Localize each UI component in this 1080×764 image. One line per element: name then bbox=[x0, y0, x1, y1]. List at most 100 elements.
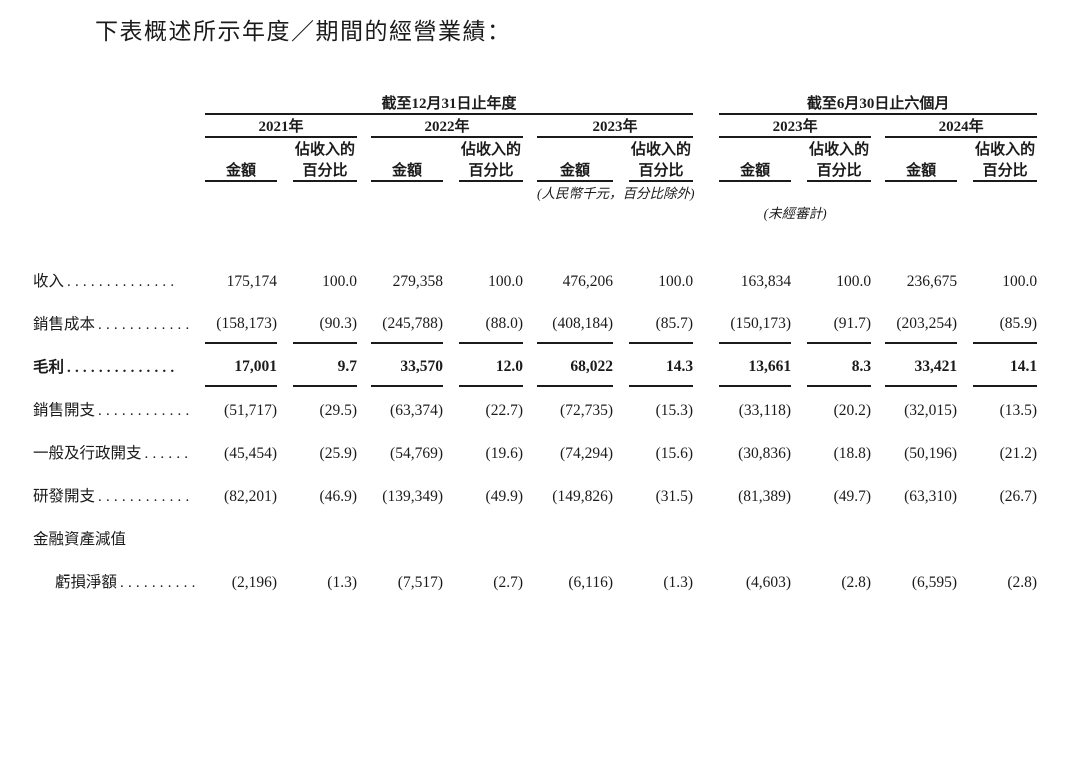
subheader-row-amount-pct: 金額 百分比 金額 百分比 金額 百分比 金額 百分比 金額 百分比 bbox=[33, 159, 1038, 182]
column-gap bbox=[613, 343, 629, 386]
cell-amount: 476,206 bbox=[562, 273, 613, 290]
cell-percent: (2.8) bbox=[1007, 574, 1038, 591]
percentage-label: 百分比 bbox=[629, 159, 694, 182]
cell-amount: (149,826) bbox=[552, 488, 613, 505]
amount-label: 金額 bbox=[205, 159, 277, 182]
cell-percent: (2.8) bbox=[841, 574, 872, 591]
cell-amount: 175,174 bbox=[226, 273, 277, 290]
column-gap bbox=[957, 386, 973, 429]
pct-of-revenue-label: 佔收入的 bbox=[294, 142, 355, 158]
column-gap bbox=[357, 386, 371, 429]
cell-amount: (7,517) bbox=[397, 574, 443, 591]
column-gap bbox=[357, 558, 371, 601]
cell-amount: (51,717) bbox=[224, 402, 277, 419]
unaudited-note-row: (未經審計) bbox=[33, 202, 1037, 222]
cell-percent: 100.0 bbox=[322, 273, 357, 290]
pct-of-revenue-label: 佔收入的 bbox=[460, 142, 521, 158]
column-gap bbox=[693, 472, 719, 515]
cell-percent: 100.0 bbox=[488, 273, 523, 290]
cell-percent: 8.3 bbox=[807, 343, 872, 387]
table-row: 收入.............. 175,174 100.0 279,358 100.0… bbox=[33, 222, 1037, 300]
column-gap bbox=[613, 429, 629, 472]
column-group-annual: 截至12月31日止年度 bbox=[205, 92, 694, 115]
row-label: 毛利.............. bbox=[33, 359, 179, 376]
column-gap bbox=[277, 558, 293, 601]
cell-amount: 236,675 bbox=[906, 273, 958, 290]
cell-amount: (63,310) bbox=[904, 488, 958, 505]
cell-amount: (54,769) bbox=[390, 445, 443, 462]
column-gap bbox=[871, 558, 885, 601]
column-gap bbox=[443, 558, 459, 601]
column-gap bbox=[523, 429, 537, 472]
cell-amount: (32,015) bbox=[904, 402, 958, 419]
group-header-row: 截至12月31日止年度 截至6月30日止六個月 bbox=[33, 92, 1038, 115]
column-gap bbox=[871, 300, 885, 343]
table-row: 毛利.............. 17,001 9.7 33,570 12.0 68,02… bbox=[33, 343, 1038, 387]
cell-percent: (49.9) bbox=[485, 488, 523, 505]
cell-percent: (1.3) bbox=[663, 574, 694, 591]
cell-amount: (6,116) bbox=[568, 574, 613, 591]
cell-amount: 163,834 bbox=[740, 273, 792, 290]
column-gap bbox=[791, 222, 807, 300]
percentage-label: 百分比 bbox=[807, 159, 872, 182]
cell-percent: (19.6) bbox=[485, 445, 523, 462]
column-gap bbox=[443, 343, 459, 386]
row-label: 研發開支............ bbox=[33, 488, 194, 505]
cell-percent: (15.3) bbox=[655, 402, 694, 419]
column-gap bbox=[277, 386, 293, 429]
percentage-label: 百分比 bbox=[293, 159, 357, 182]
column-gap bbox=[693, 386, 719, 429]
column-gap bbox=[523, 343, 537, 386]
cell-percent: (20.2) bbox=[833, 402, 872, 419]
year-header-row: 2021年 2022年 2023年 2023年 2024年 bbox=[33, 114, 1038, 138]
table-row: 虧損淨額.......... (2,196) (1.3) (7,517) (2.7) (6… bbox=[33, 558, 1037, 601]
column-gap bbox=[871, 429, 885, 472]
percentage-label: 百分比 bbox=[973, 159, 1038, 182]
group-gap bbox=[693, 92, 719, 114]
column-gap bbox=[871, 222, 885, 300]
units-note-row: (人民幣千元，百分比除外) bbox=[33, 181, 1037, 202]
percentage-label: 百分比 bbox=[459, 159, 523, 182]
cell-amount: 33,421 bbox=[885, 343, 958, 387]
column-gap bbox=[277, 472, 293, 515]
cell-percent: (13.5) bbox=[999, 402, 1038, 419]
cell-amount: 68,022 bbox=[537, 343, 613, 387]
year-header-2023: 2023年 bbox=[537, 114, 694, 138]
column-gap bbox=[357, 300, 371, 343]
cell-percent: 9.7 bbox=[293, 343, 357, 387]
cell-percent: 14.3 bbox=[629, 343, 694, 387]
row-label: 金融資產減值 bbox=[33, 531, 127, 548]
column-gap bbox=[791, 300, 807, 343]
pct-of-revenue-label: 佔收入的 bbox=[975, 142, 1036, 158]
table-row: 一般及行政開支...... (45,454) (25.9) (54,769) (19.6… bbox=[33, 429, 1037, 472]
column-gap bbox=[443, 472, 459, 515]
cell-amount: (33,118) bbox=[738, 402, 792, 419]
column-gap bbox=[443, 386, 459, 429]
cell-amount: (150,173) bbox=[719, 300, 792, 344]
year-header-interim-2023: 2023年 bbox=[719, 114, 872, 138]
cell-percent: 100.0 bbox=[1002, 273, 1038, 290]
cell-percent: (18.8) bbox=[833, 445, 872, 462]
leader-dots: ...... bbox=[144, 446, 193, 462]
column-gap bbox=[693, 222, 719, 300]
year-header-2021: 2021年 bbox=[205, 114, 357, 138]
cell-amount: (82,201) bbox=[224, 488, 277, 505]
column-gap bbox=[791, 472, 807, 515]
unaudited-note: (未經審計) bbox=[763, 206, 827, 221]
cell-amount: (72,735) bbox=[560, 402, 613, 419]
column-gap bbox=[693, 343, 719, 386]
cell-amount: (30,836) bbox=[738, 445, 792, 462]
cell-amount: 17,001 bbox=[205, 343, 277, 387]
column-gap bbox=[613, 300, 629, 343]
column-gap bbox=[523, 222, 537, 300]
cell-amount: (245,788) bbox=[371, 300, 443, 344]
column-gap bbox=[523, 558, 537, 601]
cell-amount: 279,358 bbox=[392, 273, 443, 290]
cell-percent: (46.9) bbox=[319, 488, 357, 505]
cell-percent: (1.3) bbox=[327, 574, 357, 591]
column-gap bbox=[277, 300, 293, 343]
cell-amount: (139,349) bbox=[382, 488, 443, 505]
cell-percent: (91.7) bbox=[807, 300, 872, 344]
leader-dots: .............. bbox=[67, 274, 179, 290]
